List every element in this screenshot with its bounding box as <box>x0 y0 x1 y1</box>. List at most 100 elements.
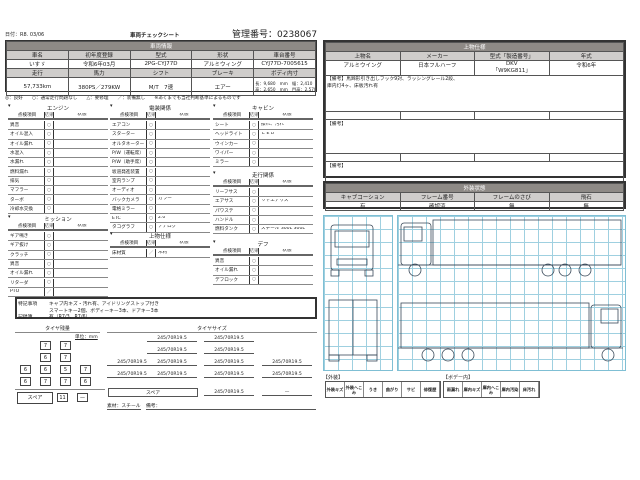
result: ○ <box>44 195 54 204</box>
section-header: 点検項目 結果 状態 <box>213 179 313 187</box>
status: 擦れ、汚れ <box>261 122 285 127</box>
item-label: 冷却水交換 <box>10 206 33 212</box>
check-row: 異音 ○ <box>8 259 108 270</box>
section-marker: ▾ <box>8 103 11 109</box>
value: 無 <box>548 201 624 211</box>
damage-legend: 外装キズ 外装へこみ うき 曲がり サビ 修復歴 雨漏れ 庫内キズ 庫内へこみ 庫内汚染 床汚れ <box>325 381 540 398</box>
tire-size: 245/70R19.5 <box>147 348 197 354</box>
item-label: P/W（助手席） <box>112 160 144 166</box>
legend-group-outer: 外装キズ 外装へこみ うき 曲がり サビ 修復歴 <box>325 381 441 398</box>
column-header: 点検項目 <box>17 224 37 229</box>
value: アルミウイング <box>325 60 401 76</box>
value: 無 <box>474 201 550 211</box>
section-marker: ▾ <box>110 103 113 109</box>
item-label: クラッチ <box>10 252 29 258</box>
label: 走行 <box>6 68 69 78</box>
legend-item: うき <box>364 382 383 397</box>
remark-text: 馬蹄形引き出しフック9対、ラッシングレール2段、 <box>346 77 458 82</box>
check-row: タコグラフ ○ アナログ <box>110 223 210 233</box>
tire-remain-box: 6 <box>20 377 31 386</box>
exterior-heading: 外装状態 <box>325 183 624 193</box>
result: ○ <box>146 121 156 130</box>
result-legend: ◎：良好 ○：通常走行問題なし △：要修理 ／：装備無し ※あくまでも当社判断基… <box>5 96 241 101</box>
check-row: リターダ ○ <box>8 278 108 288</box>
label: 馬力 <box>67 68 131 78</box>
column-header: 点検項目 <box>119 113 139 118</box>
result: ○ <box>249 257 259 266</box>
check-row: 水混入 ○ <box>8 148 108 159</box>
status: スチール 300L 300L <box>261 227 305 232</box>
column-header: 状態 <box>282 248 292 253</box>
spare-remain: 11 <box>57 393 68 402</box>
result: ○ <box>146 204 156 213</box>
legend-item: 庫内汚染 <box>501 382 520 397</box>
status: 2.0 <box>158 215 166 220</box>
column-header: 状態 <box>282 179 292 184</box>
item-label: ウインカー <box>215 141 238 147</box>
column-header: 点検項目 <box>17 113 37 118</box>
section-title: キャビン <box>251 106 274 112</box>
column-header: 点検項目 <box>222 249 242 254</box>
column-header: 状態 <box>77 112 87 117</box>
label: ブレーキ <box>191 68 255 78</box>
tire-size: 245/70R19.5 <box>107 360 157 366</box>
legend-item: 外装キズ <box>326 382 345 397</box>
column-header: 結果 <box>146 240 156 246</box>
truck-diagram <box>328 219 623 362</box>
label: 車台番号 <box>253 50 316 60</box>
value: 有 <box>325 201 401 211</box>
truck-rear-view <box>328 299 378 362</box>
tire-remain-box: 7 <box>60 377 71 386</box>
check-row: 冷却水交換 ○ <box>8 204 108 214</box>
result: ○ <box>44 241 54 250</box>
label: キャブコーション <box>325 192 401 202</box>
serial: 「W9KG811」 <box>492 68 531 74</box>
item-label: ギア抜け <box>10 243 29 249</box>
label: シフト <box>129 68 193 78</box>
result: ○ <box>44 278 54 287</box>
item-label: 電格ミラー <box>112 206 135 212</box>
result: ○ <box>146 158 156 167</box>
sheet-title: 車両チェックシート <box>130 33 180 39</box>
check-row: オイル漏れ ○ <box>8 269 108 279</box>
check-row: ハンドル ○ <box>213 215 313 226</box>
tire-remain-title: タイヤ残量 <box>15 325 100 333</box>
status: 木材 <box>158 250 168 255</box>
item-label: ETC <box>112 215 121 221</box>
tire-remain-box: 7 <box>40 341 51 350</box>
check-row: オルタネーター ○ <box>110 139 210 149</box>
check-row: 室内ランプ ○ <box>110 176 210 187</box>
item-label: 異音 <box>10 123 20 129</box>
records-value: 有（R7/3、R7/6） <box>49 315 91 320</box>
check-row: スターター ○ <box>110 130 210 140</box>
legend-item: 修復歴 <box>421 382 440 397</box>
section-title: 電装関係 <box>148 106 171 112</box>
outer-legend-label: 【外装】 <box>323 375 344 381</box>
vehicle-info: 車両情報 車名 初年度登録 型式 形状 車台番号 いすゞ 令和6年03月 2PG-CYJ77… <box>5 40 317 96</box>
check-row: 燃料タンク ○ スチール 300L 300L <box>213 225 313 235</box>
item-label: ハンドル <box>215 218 234 224</box>
result: ○ <box>44 167 54 176</box>
label: フレームのさび <box>474 192 550 202</box>
divider <box>15 389 105 390</box>
check-row: シート ○ 擦れ、汚れ <box>213 121 313 131</box>
item-label: P/W（運転席） <box>112 151 144 157</box>
check-row: ターボ ○ <box>8 195 108 205</box>
result: ○ <box>146 148 156 158</box>
item-label: 異音 <box>215 259 225 265</box>
item-label: リーフサス <box>215 190 238 196</box>
result: ○ <box>146 167 156 176</box>
exterior-status: 外装状態 キャブコーション フレーム番号 フレームのさび 飛石 有確認済無無 <box>323 181 626 211</box>
body-dims-1: 長：9,680 mm 幅：2,410 mm <box>255 80 314 86</box>
result: ○ <box>44 259 54 269</box>
spare-extra: — <box>77 393 88 402</box>
check-row: ギア抜け ○ <box>8 241 108 251</box>
check-row: ウインカー ○ <box>213 139 313 149</box>
result: ○ <box>249 148 259 158</box>
value: 57,733km <box>6 77 69 96</box>
item-label: リターダ <box>10 280 29 286</box>
item-label: オイル漏れ <box>10 271 33 277</box>
item-label: PTO <box>10 289 20 295</box>
value: M/T 7速 <box>129 77 193 96</box>
inner-legend-label: 【ボデー内】 <box>443 375 474 381</box>
